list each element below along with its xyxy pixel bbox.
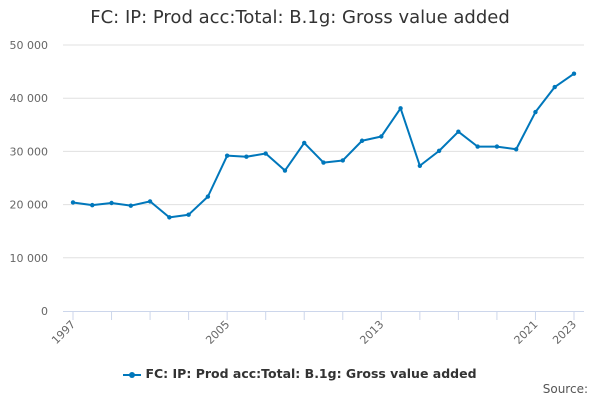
data-point <box>263 151 268 156</box>
data-point <box>475 144 480 149</box>
data-point <box>186 212 191 217</box>
data-point <box>205 194 211 199</box>
data-point <box>398 106 403 111</box>
data-point <box>417 163 423 168</box>
legend-line-marker-icon <box>123 371 142 378</box>
data-point <box>167 215 172 220</box>
data-point <box>128 203 134 208</box>
chart-title: FC: IP: Prod acc:Total: B.1g: Gross valu… <box>90 7 510 28</box>
data-point <box>533 109 538 115</box>
y-tick-label: 0 <box>41 305 48 318</box>
data-point <box>244 154 249 159</box>
data-point <box>379 134 384 139</box>
data-point <box>224 153 230 158</box>
source-label: Source: <box>542 382 588 396</box>
x-tick-label: 1997 <box>49 318 78 347</box>
data-point <box>321 160 326 165</box>
x-tick-label: 2021 <box>512 318 541 347</box>
data-point <box>436 148 442 154</box>
series-line <box>72 72 575 219</box>
y-tick-label: 10 000 <box>10 252 49 265</box>
data-point <box>109 200 114 206</box>
legend-label: FC: IP: Prod acc:Total: B.1g: Gross valu… <box>145 366 477 381</box>
data-point <box>147 199 153 204</box>
data-point <box>456 129 461 134</box>
data-point <box>513 147 519 152</box>
x-tick-label: 2023 <box>550 318 579 347</box>
data-point <box>302 140 307 146</box>
data-point <box>70 200 76 205</box>
data-point <box>494 144 500 149</box>
data-point <box>282 168 288 173</box>
data-point <box>340 158 345 163</box>
x-tick-label: 2005 <box>203 318 232 347</box>
data-point <box>90 202 95 208</box>
data-point <box>571 71 577 76</box>
data-point <box>552 84 557 90</box>
y-tick-label: 30 000 <box>10 145 49 158</box>
legend-item[interactable]: FC: IP: Prod acc:Total: B.1g: Gross valu… <box>0 366 600 381</box>
y-tick-label: 50 000 <box>10 39 49 52</box>
y-tick-label: 20 000 <box>10 199 49 212</box>
data-point <box>359 138 365 143</box>
x-tick-label: 2013 <box>357 318 386 347</box>
y-tick-label: 40 000 <box>10 92 49 105</box>
